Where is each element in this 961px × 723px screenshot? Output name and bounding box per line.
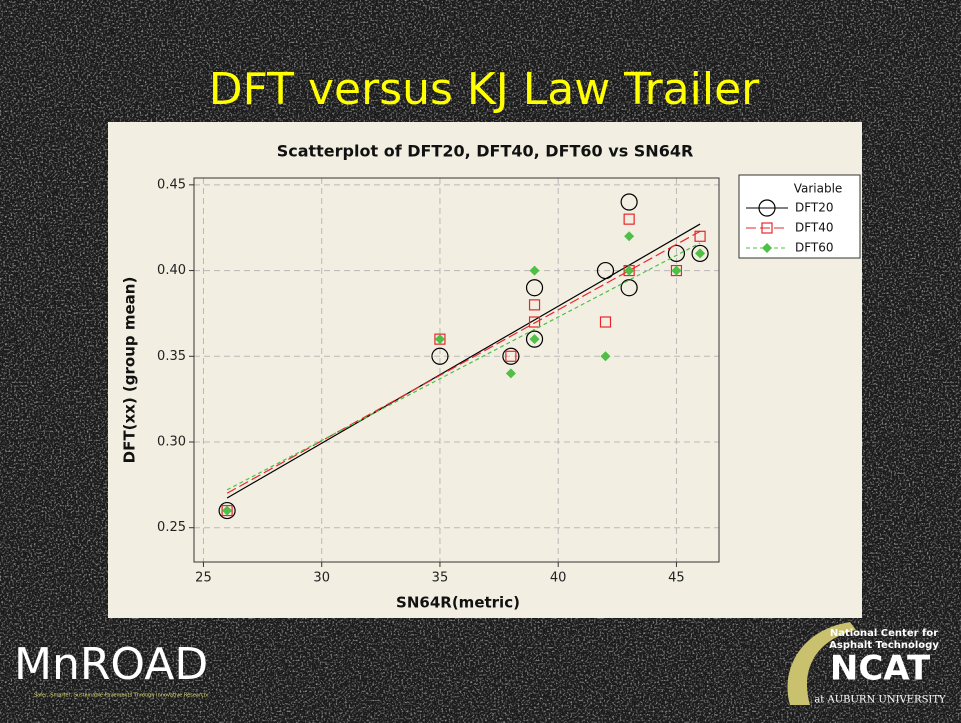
point <box>218 501 236 520</box>
ncat-university: at AUBURN UNIVERSITY <box>814 695 946 706</box>
y-axis-label: DFT(xx) (group mean) <box>121 277 139 464</box>
mnroad-logo: MnROAD Safer, Smarter, Sustainable Pavem… <box>14 639 208 699</box>
legend-marker <box>762 243 772 253</box>
point <box>695 248 706 259</box>
x-tick-label: 35 <box>432 571 449 586</box>
legend-marker <box>758 199 776 217</box>
point <box>599 316 612 328</box>
point <box>691 244 709 263</box>
plot-area <box>194 178 719 562</box>
ncat-line1: National Center for <box>830 628 938 639</box>
point <box>667 244 686 263</box>
fit-line <box>226 230 701 494</box>
point <box>671 265 682 276</box>
x-axis-label: SN64R(metric) <box>396 594 520 612</box>
chart: Scatterplot of DFT20, DFT40, DFT60 vs SN… <box>121 142 861 612</box>
point <box>529 265 540 276</box>
point <box>620 279 638 297</box>
x-tick-label: 25 <box>195 571 212 586</box>
legend-label: DFT20 <box>795 201 834 215</box>
legend-label: DFT60 <box>795 241 834 255</box>
point <box>528 316 541 328</box>
point <box>620 193 638 211</box>
point <box>600 351 611 362</box>
point <box>624 231 635 242</box>
ncat-swoosh <box>787 622 856 705</box>
point <box>502 347 520 365</box>
mnroad-name: MnROAD <box>14 639 208 690</box>
y-tick-label: 0.35 <box>157 349 186 364</box>
ncat-logo: National Center for Asphalt Technology N… <box>787 622 946 706</box>
x-tick-label: 30 <box>313 571 330 586</box>
chart-title: Scatterplot of DFT20, DFT40, DFT60 vs SN… <box>277 142 694 161</box>
fit-line <box>226 242 701 491</box>
y-tick-label: 0.45 <box>157 177 186 192</box>
point <box>624 265 635 276</box>
fit-line <box>226 223 701 499</box>
y-tick-label: 0.40 <box>157 263 186 278</box>
point <box>525 279 544 297</box>
x-tick-label: 45 <box>668 571 685 586</box>
y-tick-label: 0.30 <box>157 435 186 450</box>
ncat-line2: Asphalt Technology <box>829 640 939 651</box>
legend-title: Variable <box>794 182 843 196</box>
legend-label: DFT40 <box>795 221 834 235</box>
point <box>529 334 540 345</box>
x-tick-label: 40 <box>550 571 567 586</box>
slide-title: DFT versus KJ Law Trailer <box>209 64 760 115</box>
point <box>694 230 706 242</box>
point <box>505 350 517 362</box>
point <box>525 330 544 348</box>
y-tick-label: 0.25 <box>157 520 186 535</box>
legend-marker <box>761 222 773 234</box>
plot-border <box>193 177 720 563</box>
mnroad-tagline: Safer, Smarter, Sustainable Pavements Th… <box>34 693 207 699</box>
ncat-name: NCAT <box>830 649 931 689</box>
point <box>623 213 635 225</box>
point <box>434 334 445 345</box>
point <box>528 299 541 311</box>
point <box>596 261 615 280</box>
point <box>222 505 233 516</box>
legend-box <box>738 174 861 259</box>
point <box>431 347 449 365</box>
point <box>505 368 516 379</box>
